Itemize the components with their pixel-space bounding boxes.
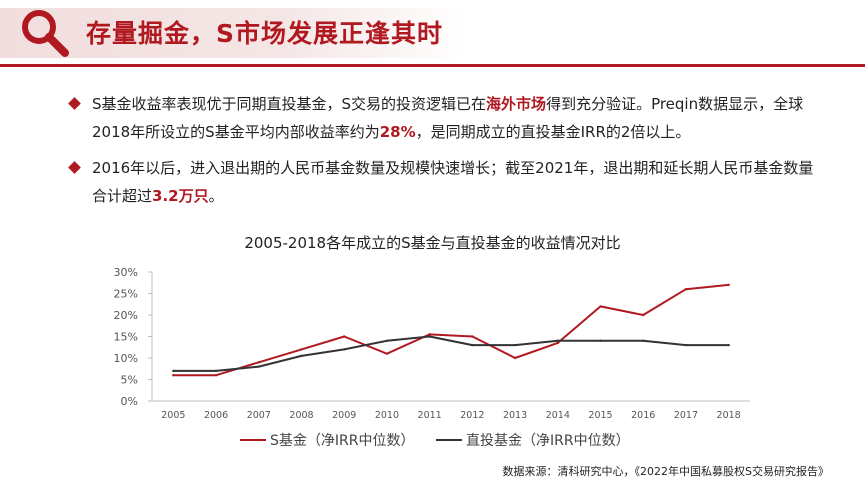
chart-title: 2005-2018各年成立的S基金与直投基金的收益情况对比 xyxy=(244,234,621,252)
header: 存量掘金，S市场发展正逢其时 xyxy=(0,0,865,67)
x-tick-label: 2009 xyxy=(332,410,356,421)
y-tick-label: 20% xyxy=(114,309,138,322)
data-point xyxy=(214,369,218,373)
data-point xyxy=(172,369,175,373)
x-tick-label: 2006 xyxy=(204,410,228,421)
data-point xyxy=(727,343,730,347)
data-point xyxy=(642,339,645,342)
data-point xyxy=(684,343,688,347)
data-point xyxy=(385,339,389,342)
highlight-text: 海外市场 xyxy=(486,95,547,113)
data-point xyxy=(300,348,303,351)
data-point xyxy=(513,343,517,347)
highlight-text: 28% xyxy=(379,123,416,141)
legend-label: S基金（净IRR中位数） xyxy=(270,432,414,449)
x-tick-label: 2017 xyxy=(674,410,698,421)
y-tick-label: 25% xyxy=(114,288,138,301)
bullet-item: 2016年以后，进入退出期的人民币基金数量及规模快速增长；截至2021年，退出期… xyxy=(64,154,824,210)
legend-label: 直投基金（净IRR中位数） xyxy=(466,432,630,449)
data-point xyxy=(428,333,431,336)
data-point xyxy=(556,339,559,342)
x-tick-label: 2008 xyxy=(289,410,313,421)
x-tick-label: 2014 xyxy=(546,410,570,421)
x-tick-label: 2015 xyxy=(588,410,612,421)
x-tick-label: 2018 xyxy=(717,410,741,421)
bullet-text: S基金收益率表现优于同期直投基金，S交易的投资逻辑已在 xyxy=(92,95,487,113)
page-title: 存量掘金，S市场发展正逢其时 xyxy=(86,19,444,48)
series-line-1 xyxy=(173,283,729,377)
data-point xyxy=(257,361,260,364)
x-tick-label: 2005 xyxy=(161,410,185,421)
bullet-text: 。 xyxy=(208,187,224,205)
data-point xyxy=(727,283,730,287)
y-tick-label: 0% xyxy=(121,395,138,408)
bullet-text: 得到充分验证。Preqin数据显示，全球2018年所设立的S基金平均内部收益率约… xyxy=(92,95,804,141)
x-tick-label: 2007 xyxy=(247,410,271,421)
data-point xyxy=(172,374,175,377)
data-point xyxy=(428,335,431,338)
bullet-item: S基金收益率表现优于同期直投基金，S交易的投资逻辑已在海外市场得到充分验证。Pr… xyxy=(64,90,824,146)
data-point xyxy=(385,352,389,355)
data-point xyxy=(343,348,346,351)
highlight-text: 3.2万只 xyxy=(152,187,209,205)
data-point xyxy=(599,305,602,308)
data-point xyxy=(642,313,645,317)
x-tick-label: 2013 xyxy=(503,410,527,421)
data-point xyxy=(599,339,602,342)
title-banner xyxy=(0,8,470,58)
bullet-text: ，是同期成立的直投基金IRR的2倍以上。 xyxy=(415,123,691,141)
data-point xyxy=(257,365,260,368)
data-point xyxy=(513,356,517,360)
bullet-list: S基金收益率表现优于同期直投基金，S交易的投资逻辑已在海外市场得到充分验证。Pr… xyxy=(64,90,824,218)
data-point xyxy=(471,343,474,347)
x-tick-label: 2012 xyxy=(460,410,484,421)
data-point xyxy=(300,354,303,358)
y-tick-label: 30% xyxy=(114,266,138,279)
bullet-text: 2016年以后，进入退出期的人民币基金数量及规模快速增长；截至2021年，退出期… xyxy=(92,159,814,205)
data-point xyxy=(556,341,559,345)
search-icon xyxy=(22,10,69,57)
source-note: 数据来源：清科研究中心，《2022年中国私募股权S交易研究报告》 xyxy=(502,465,829,478)
data-point xyxy=(343,335,346,338)
x-tick-label: 2010 xyxy=(375,410,399,421)
series-line-2 xyxy=(173,335,729,372)
data-point xyxy=(214,374,218,377)
data-point xyxy=(684,288,688,291)
y-tick-label: 10% xyxy=(114,352,138,365)
y-tick-label: 15% xyxy=(114,331,138,344)
x-tick-label: 2016 xyxy=(631,410,655,421)
x-tick-label: 2011 xyxy=(418,410,442,421)
y-tick-label: 5% xyxy=(121,374,138,387)
data-point xyxy=(471,335,474,338)
header-divider xyxy=(0,64,865,67)
